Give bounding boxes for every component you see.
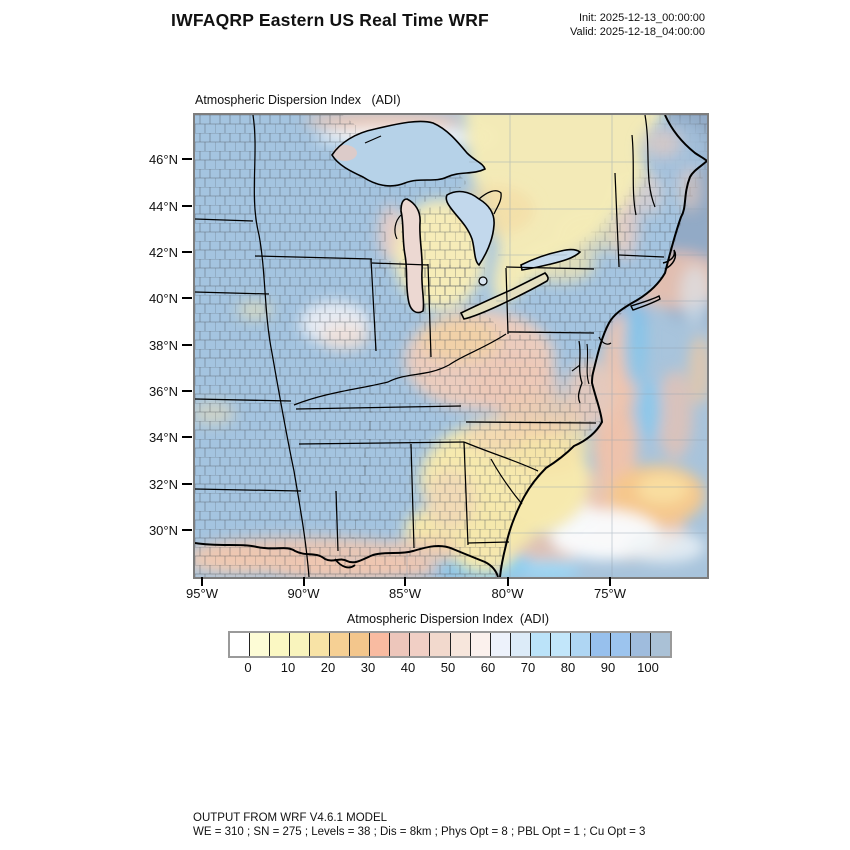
colorbar-tick-label: 10 xyxy=(280,660,296,675)
lat-tick-mark xyxy=(182,390,192,392)
colorbar-cell xyxy=(230,633,250,656)
lat-tick-mark xyxy=(182,251,192,253)
lat-tick-mark xyxy=(182,205,192,207)
colorbar-tick-label: 30 xyxy=(360,660,376,675)
colorbar-tick-label: 50 xyxy=(440,660,456,675)
lon-label: 80°W xyxy=(491,586,524,601)
lat-tick-mark xyxy=(182,436,192,438)
lat-label: 36°N xyxy=(148,384,178,399)
colorbar-tick-label: 20 xyxy=(320,660,336,675)
lon-label: 90°W xyxy=(287,586,320,601)
colorbar-cell xyxy=(409,633,430,656)
lat-label: 46°N xyxy=(148,152,178,167)
adi-map-canvas xyxy=(195,115,707,577)
colorbar-cell xyxy=(509,633,530,656)
colorbar-cell xyxy=(389,633,410,656)
lat-label: 42°N xyxy=(148,245,178,260)
colorbar-tick-label: 70 xyxy=(520,660,536,675)
lat-tick-mark xyxy=(182,344,192,346)
lat-tick-mark xyxy=(182,297,192,299)
lat-label: 32°N xyxy=(148,477,178,492)
colorbar-cell xyxy=(469,633,490,656)
colorbar xyxy=(228,631,672,658)
colorbar-tick-label: 80 xyxy=(560,660,576,675)
lat-tick-mark xyxy=(182,483,192,485)
lat-tick-mark xyxy=(182,158,192,160)
lon-tick-mark xyxy=(302,577,305,586)
lat-label: 40°N xyxy=(148,291,178,306)
colorbar-tick-label: 100 xyxy=(637,660,659,675)
page-title: IWFAQRP Eastern US Real Time WRF xyxy=(171,10,489,30)
lat-tick-mark xyxy=(182,529,192,531)
colorbar-cell xyxy=(429,633,450,656)
lon-tick-mark xyxy=(609,577,611,586)
colorbar-cell xyxy=(549,633,570,656)
footer-notes: OUTPUT FROM WRF V4.6.1 MODEL WE = 310 ; … xyxy=(193,812,645,839)
footer-line1: OUTPUT FROM WRF V4.6.1 MODEL xyxy=(193,812,388,824)
valid-time: Valid: 2025-12-18_04:00:00 xyxy=(570,25,705,38)
colorbar-title: Atmospheric Dispersion Index (ADI) xyxy=(346,612,550,626)
init-time: Init: 2025-12-13_00:00:00 xyxy=(579,12,705,24)
colorbar-cell xyxy=(569,633,590,656)
run-times: Init: 2025-12-13_00:00:00 Valid: 2025-12… xyxy=(475,12,705,39)
colorbar-cell xyxy=(369,633,390,656)
colorbar-cell xyxy=(309,633,330,656)
colorbar-cell xyxy=(649,633,671,656)
adi-map xyxy=(193,113,709,579)
state-boundaries xyxy=(195,115,665,577)
colorbar-cell xyxy=(529,633,550,656)
lon-label: 75°W xyxy=(594,586,626,601)
colorbar-cell xyxy=(489,633,510,656)
great-lakes xyxy=(332,121,580,319)
lon-label: 95°W xyxy=(186,586,218,601)
colorbar-cell xyxy=(629,633,650,656)
colorbar-tick-label: 40 xyxy=(400,660,416,675)
colorbar-tick-label: 0 xyxy=(244,660,252,675)
colorbar-tick-label: 60 xyxy=(480,660,496,675)
colorbar-cell xyxy=(449,633,470,656)
colorbar-cell xyxy=(249,633,270,656)
lon-label: 85°W xyxy=(389,586,421,601)
colorbar-cell xyxy=(349,633,370,656)
lat-label: 44°N xyxy=(148,199,178,214)
lat-label: 34°N xyxy=(148,430,178,445)
lon-tick-mark xyxy=(506,577,509,586)
lat-label: 38°N xyxy=(148,338,178,353)
colorbar-tick-label: 90 xyxy=(600,660,616,675)
footer-line2: WE = 310 ; SN = 275 ; Levels = 38 ; Dis … xyxy=(193,825,646,838)
colorbar-cell xyxy=(589,633,610,656)
map-subtitle: Atmospheric Dispersion Index (ADI) xyxy=(195,93,401,107)
coastline xyxy=(195,115,707,577)
colorbar-cell xyxy=(269,633,290,656)
colorbar-cell xyxy=(329,633,350,656)
lat-label: 30°N xyxy=(148,523,178,538)
lon-tick-mark xyxy=(404,577,406,586)
lon-tick-mark xyxy=(201,577,203,586)
lake-outlines xyxy=(331,120,582,320)
colorbar-cell xyxy=(289,633,310,656)
colorbar-cell xyxy=(609,633,630,656)
